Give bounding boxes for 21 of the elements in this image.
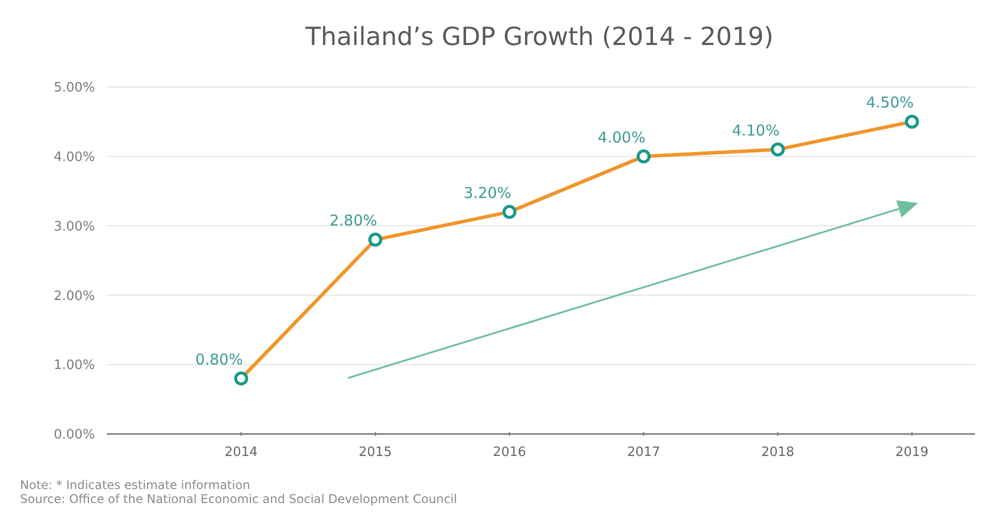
y-tick-label: 5.00% (54, 80, 95, 96)
chart-title: Thailand’s GDP Growth (2014 - 2019) (304, 22, 774, 51)
data-label: 0.80% (195, 350, 243, 368)
x-tick-label: 2015 (358, 445, 392, 460)
x-tick-label: 2018 (761, 445, 794, 460)
y-tick-label: 3.00% (54, 219, 95, 234)
data-label: 4.10% (732, 121, 780, 140)
y-tick-label: 2.00% (54, 288, 95, 304)
y-tick-label: 1.00% (54, 358, 95, 374)
x-tick-label: 2014 (224, 445, 258, 460)
x-tick-label: 2019 (895, 445, 928, 460)
y-tick-label: 0.00% (54, 428, 95, 443)
data-label: 3.20% (464, 184, 512, 202)
text: Note: * Indicates estimate information (20, 478, 250, 492)
data-label: 2.80% (329, 212, 378, 230)
x-tick-label: 2017 (627, 445, 660, 460)
x-tick-label: 2016 (492, 445, 526, 460)
data-label: 4.00% (598, 128, 646, 146)
y-tick-label: 4.00% (54, 150, 95, 165)
data-label: 4.50% (866, 94, 914, 112)
source-note: Source: Office of the National Economic and Social Development Council (20, 492, 458, 506)
